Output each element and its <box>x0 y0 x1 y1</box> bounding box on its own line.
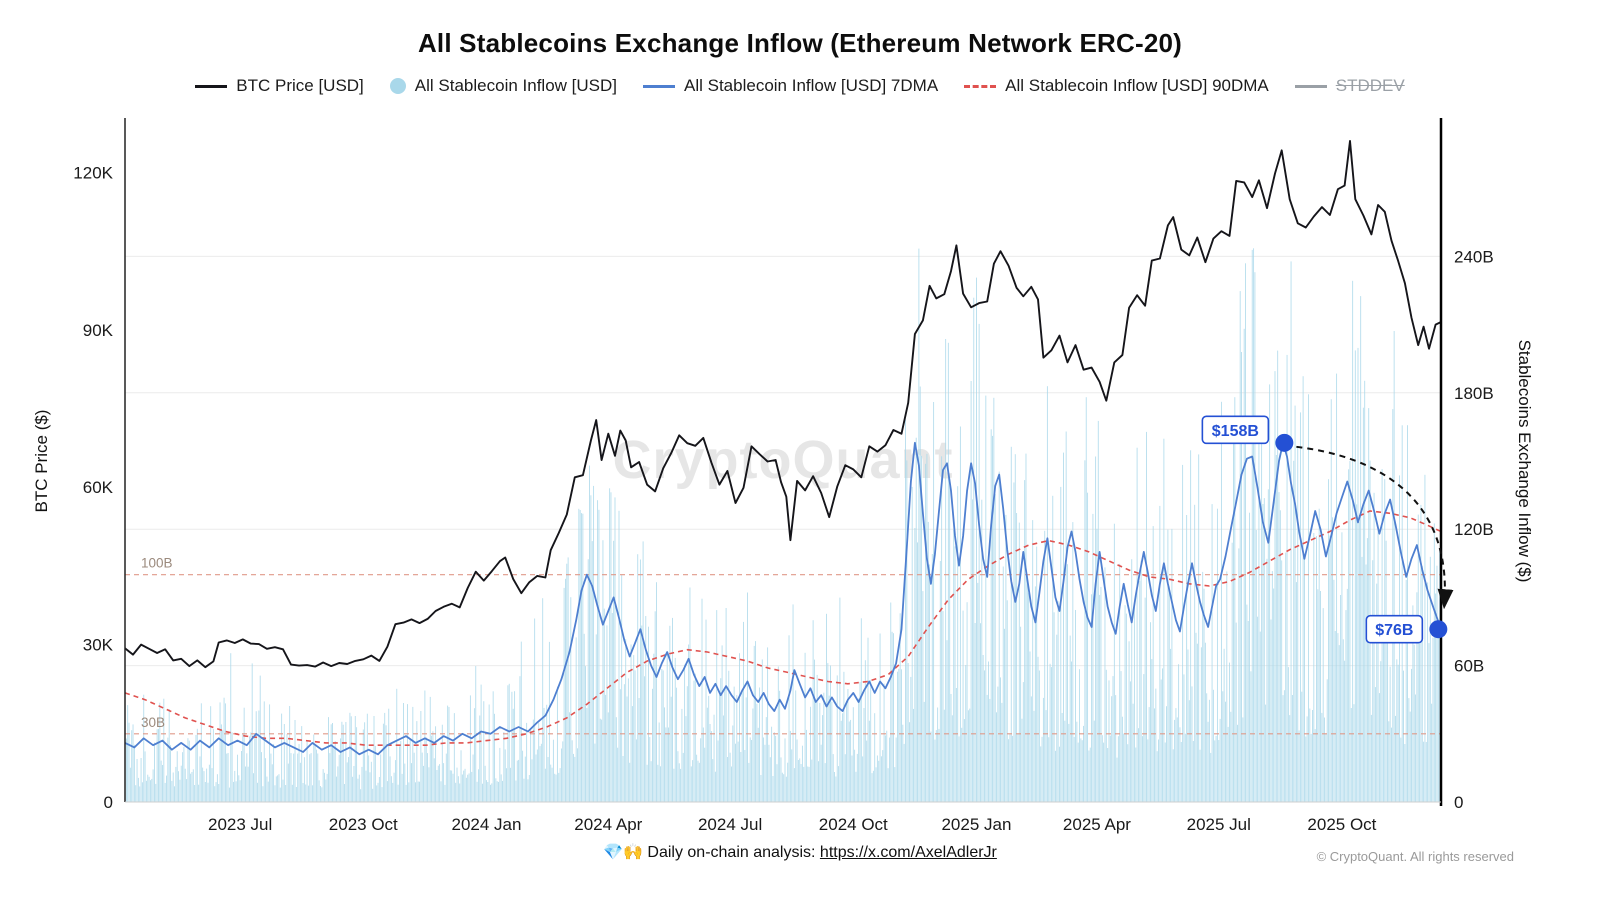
annotation-label: $158B <box>1212 423 1259 440</box>
legend-label: All Stablecoin Inflow [USD] 7DMA <box>684 76 939 95</box>
red-dashed-swatch-icon <box>964 84 997 88</box>
legend-item-btc-price[interactable]: BTC Price [USD] <box>195 76 364 96</box>
x-axis-tick: 2025 Oct <box>1307 815 1376 834</box>
right-axis-tick: 120B <box>1454 520 1494 539</box>
legend-item-inflow-90dma[interactable]: All Stablecoin Inflow [USD] 90DMA <box>964 76 1269 96</box>
inflow-7dma-line <box>125 441 1442 756</box>
cryptoquant-watermark: CryptoQuant <box>613 430 954 490</box>
x-axis-tick: 2024 Apr <box>574 815 642 834</box>
legend-label: All Stablecoin Inflow [USD] 90DMA <box>1005 76 1269 95</box>
right-axis-tick: 240B <box>1454 247 1494 266</box>
annotation-dot <box>1275 433 1294 452</box>
legend-item-stddev[interactable]: STDDEV <box>1294 76 1405 96</box>
author-link[interactable]: https://x.com/AxelAdlerJr <box>819 844 997 861</box>
btc-price-line <box>125 140 1442 669</box>
x-axis-tick: 2023 Jul <box>208 815 272 834</box>
legend-item-stablecoin-inflow[interactable]: All Stablecoin Inflow [USD] <box>389 76 617 96</box>
x-axis-tick: 2024 Jul <box>698 815 762 834</box>
legend-label: STDDEV <box>1335 76 1405 95</box>
btc-line-swatch-icon <box>195 84 228 88</box>
gray-line-swatch-icon <box>1294 84 1327 88</box>
annotation-box <box>1201 415 1270 445</box>
page-title: All Stablecoins Exchange Inflow (Ethereu… <box>417 28 1183 58</box>
x-axis-tick: 2025 Apr <box>1063 815 1131 834</box>
legend-label: All Stablecoin Inflow [USD] <box>414 76 617 95</box>
x-axis-tick: 2025 Jan <box>941 815 1011 834</box>
blue-line-swatch-icon <box>643 84 675 88</box>
left-axis-tick: 60K <box>83 478 114 497</box>
footer-text: 💎🙌 Daily on-chain analysis: <box>603 844 820 861</box>
legend-label: BTC Price [USD] <box>236 76 364 95</box>
x-axis-tick: 2023 Oct <box>329 815 398 834</box>
right-axis-title: Stablecoins Exchange Inflow ($) <box>1515 340 1534 583</box>
x-axis-tick: 2025 Jul <box>1187 815 1251 834</box>
reference-lines: 100B 30B <box>125 556 1441 735</box>
copyright-text: © CryptoQuant. All rights reserved <box>1316 849 1514 864</box>
legend-item-inflow-7dma[interactable]: All Stablecoin Inflow [USD] 7DMA <box>643 76 938 96</box>
annotation-dot <box>1429 620 1448 639</box>
daily-inflow-bars <box>125 248 1442 803</box>
inflow-circle-swatch-icon <box>389 78 406 94</box>
left-axis-tick: 90K <box>83 321 114 340</box>
x-axis-tick: 2024 Oct <box>819 815 888 834</box>
chart-legend: BTC Price [USD] All Stablecoin Inflow [U… <box>0 76 1600 96</box>
left-axis-tick: 30K <box>83 636 114 655</box>
inflow-90dma-line <box>125 510 1442 746</box>
right-axis-tick: 0 <box>1454 793 1463 812</box>
left-axis-tick: 0 <box>104 793 113 812</box>
left-axis-title: BTC Price ($) <box>32 410 51 513</box>
right-axis-tick: 180B <box>1454 384 1494 403</box>
reference-line-label: 30B <box>141 715 165 730</box>
annotation-box <box>1365 614 1424 644</box>
left-axis-tick: 120K <box>73 163 113 182</box>
right-axis-tick: 60B <box>1454 657 1484 676</box>
x-axis-tick: 2024 Jan <box>451 815 521 834</box>
annotations: $158B $76B <box>1201 415 1454 644</box>
annotation-label: $76B <box>1375 622 1413 639</box>
axis-tick-labels: 0 30K 60K 90K 120K 0 60B 120B 180B 240B 2023 Jul 20… <box>73 163 1493 834</box>
footer-note: 💎🙌 Daily on-chain analysis: https://x.co… <box>0 842 1600 862</box>
reference-line-label: 100B <box>141 556 173 571</box>
